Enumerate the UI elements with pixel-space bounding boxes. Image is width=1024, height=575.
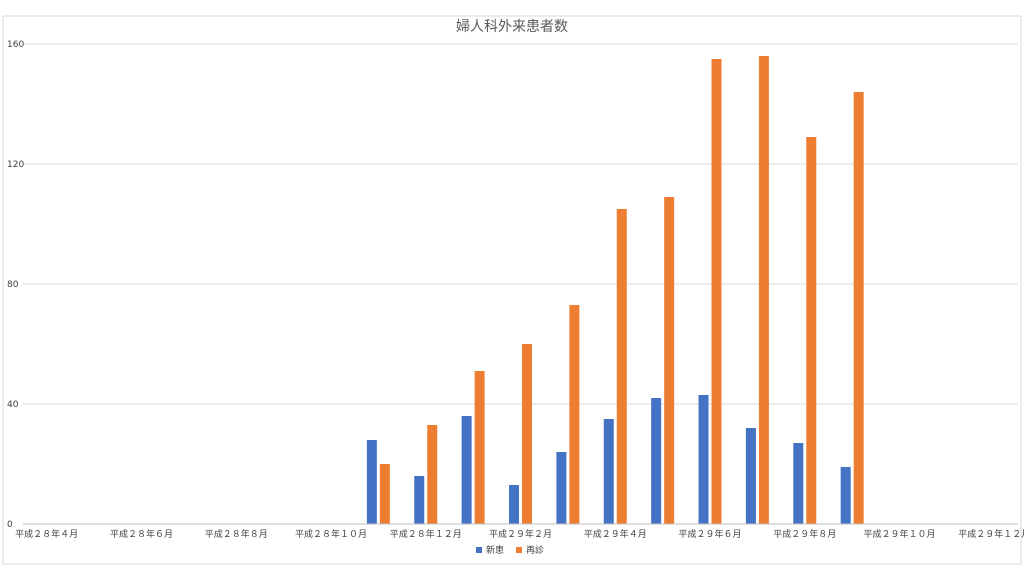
x-tick-label: 平成２８年１０月: [295, 528, 367, 540]
legend-swatch: [516, 547, 522, 553]
bars: [366, 56, 864, 524]
legend-swatch: [476, 547, 482, 553]
legend-label: 新患: [486, 544, 504, 556]
bar-new-12: [603, 419, 614, 524]
chart-title: 婦人科外来患者数: [456, 18, 568, 35]
bar-return-16: [806, 137, 817, 524]
bar-new-13: [651, 398, 662, 524]
x-axis-ticks: 平成２８年４月 平成２８年６月 平成２８年８月 平成２８年１０月 平成２８年１２月 平成２…: [15, 528, 1024, 540]
bar-new-10: [509, 485, 519, 524]
bar-return-9: [474, 371, 485, 524]
x-tick-label: 平成２８年８月: [205, 528, 268, 540]
x-tick-label: 平成２９年１２月: [958, 528, 1024, 540]
bar-new-9: [461, 416, 472, 524]
x-tick-label: 平成２９年１０月: [864, 528, 936, 540]
bar-new-17: [840, 467, 851, 524]
bar-new-8: [414, 476, 425, 524]
bar-new-11: [556, 452, 567, 524]
x-tick-label: 平成２８年６月: [110, 528, 173, 540]
bar-new-7: [366, 440, 377, 524]
bar-return-17: [853, 92, 864, 524]
x-tick-label: 平成２９年４月: [584, 528, 647, 540]
y-axis-ticks: 0 40 80 120 160: [7, 40, 24, 530]
bar-new-14: [698, 395, 709, 524]
bar-return-11: [569, 305, 580, 524]
bar-return-15: [758, 56, 769, 524]
x-tick-label: 平成２９年２月: [489, 528, 552, 540]
chart-area: [2, 15, 1022, 565]
bar-new-15: [745, 428, 756, 524]
bar-return-13: [664, 197, 675, 524]
y-tick-label: 120: [7, 160, 24, 170]
x-tick-label: 平成２９年６月: [679, 528, 742, 540]
gridlines: [23, 43, 1018, 405]
legend-label: 再診: [526, 544, 544, 556]
bar-new-16: [793, 443, 804, 524]
bar-return-8: [427, 425, 438, 524]
y-tick-label: 80: [7, 280, 19, 290]
bar-return-7: [379, 464, 390, 524]
x-tick-label: 平成２８年１２月: [390, 528, 462, 540]
bar-return-14: [711, 59, 722, 524]
bar-return-10: [522, 344, 532, 524]
bar-return-12: [616, 209, 627, 524]
x-tick-label: 平成２８年４月: [15, 528, 78, 540]
x-tick-label: 平成２９年８月: [773, 528, 836, 540]
y-tick-label: 0: [7, 520, 13, 530]
legend: 新患 再診: [476, 544, 544, 556]
y-tick-label: 40: [7, 400, 19, 410]
y-tick-label: 160: [7, 40, 24, 50]
